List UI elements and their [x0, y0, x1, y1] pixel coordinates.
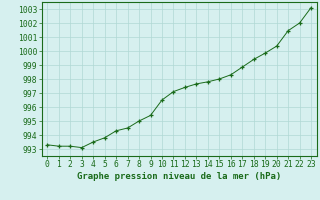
- X-axis label: Graphe pression niveau de la mer (hPa): Graphe pression niveau de la mer (hPa): [77, 172, 281, 181]
